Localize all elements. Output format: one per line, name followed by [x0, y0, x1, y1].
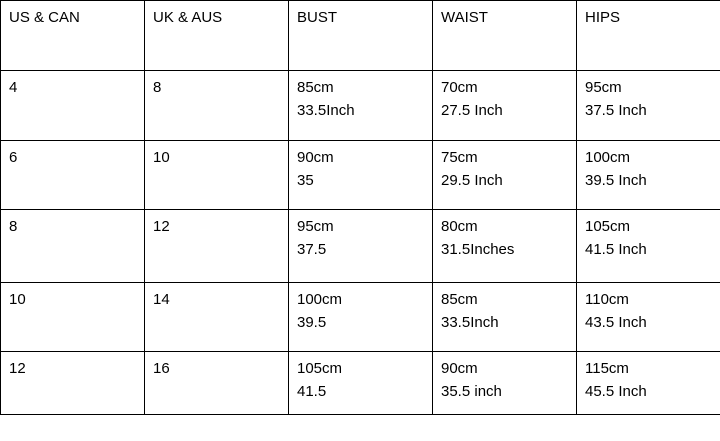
- cell-line: 41.5 Inch: [585, 241, 647, 258]
- table-cell: 95cm 37.5: [288, 209, 433, 283]
- cell-line: 90cm: [441, 360, 478, 377]
- header-row: US & CAN UK & AUS BUST WAIST HIPS: [0, 0, 720, 71]
- table-cell: 4: [0, 70, 145, 141]
- cell-line: 29.5 Inch: [441, 172, 503, 189]
- header-cell: UK & AUS: [144, 0, 289, 71]
- cell-line: 110cm: [585, 291, 629, 308]
- cell-line: 105cm: [585, 218, 631, 235]
- table-cell: 16: [144, 351, 289, 415]
- cell-line: 85cm: [441, 291, 478, 308]
- cell-line: 95cm: [297, 218, 334, 235]
- table-cell: 85cm 33.5Inch: [432, 282, 577, 352]
- header-cell: BUST: [288, 0, 433, 71]
- table-cell: 110cm 43.5 Inch: [576, 282, 720, 352]
- cell-line: 105cm: [297, 360, 343, 377]
- cell-line: 100cm: [585, 149, 631, 166]
- cell-line: 80cm: [441, 218, 478, 235]
- header-cell: WAIST: [432, 0, 577, 71]
- table-cell: 90cm 35.5 inch: [432, 351, 577, 415]
- table-cell: 115cm 45.5 Inch: [576, 351, 720, 415]
- cell-line: 95cm: [585, 79, 622, 96]
- cell-line: 31.5Inches: [441, 241, 515, 258]
- cell-line: 37.5: [297, 241, 327, 258]
- table-row: 12 16 105cm 41.5 90cm 35.5 inch 115cm 45.5 Inch: [0, 351, 720, 415]
- table-cell: 14: [144, 282, 289, 352]
- table-cell: 100cm 39.5 Inch: [576, 140, 720, 210]
- table-cell: 105cm 41.5 Inch: [576, 209, 720, 283]
- cell-line: 41.5: [297, 383, 327, 400]
- table-body: US & CAN UK & AUS BUST WAIST HIPS 4 8 85cm 33.5I…: [0, 0, 720, 415]
- table-cell: 95cm 37.5 Inch: [576, 70, 720, 141]
- table-row: 4 8 85cm 33.5Inch 70cm 27.5 Inch 95cm 37.5 Inch: [0, 70, 720, 141]
- table-row: 10 14 100cm 39.5 85cm 33.5Inch 110cm 43.5 Inch: [0, 282, 720, 352]
- cell-line: 27.5 Inch: [441, 102, 503, 119]
- table-cell: 90cm 35: [288, 140, 433, 210]
- table-cell: 8: [0, 209, 145, 283]
- cell-line: 75cm: [441, 149, 478, 166]
- cell-line: 33.5Inch: [297, 102, 355, 119]
- cell-line: 85cm: [297, 79, 334, 96]
- table-cell: 100cm 39.5: [288, 282, 433, 352]
- cell-line: 90cm: [297, 149, 334, 166]
- cell-line: 70cm: [441, 79, 478, 96]
- table-cell: 70cm 27.5 Inch: [432, 70, 577, 141]
- header-cell: US & CAN: [0, 0, 145, 71]
- table-cell: 10: [0, 282, 145, 352]
- table-cell: 8: [144, 70, 289, 141]
- table-cell: 105cm 41.5: [288, 351, 433, 415]
- table-cell: 85cm 33.5Inch: [288, 70, 433, 141]
- cell-line: 43.5 Inch: [585, 314, 647, 331]
- cell-line: 33.5Inch: [441, 314, 499, 331]
- cell-line: 35.5 inch: [441, 383, 502, 400]
- cell-line: 37.5 Inch: [585, 102, 647, 119]
- table-cell: 10: [144, 140, 289, 210]
- size-table: US & CAN UK & AUS BUST WAIST HIPS 4 8 85cm 33.5I…: [0, 0, 720, 415]
- table-cell: 12: [0, 351, 145, 415]
- cell-line: 115cm: [585, 360, 629, 377]
- cell-line: 100cm: [297, 291, 343, 308]
- header-cell: HIPS: [576, 0, 720, 71]
- cell-line: 39.5: [297, 314, 327, 331]
- table-row: 8 12 95cm 37.5 80cm 31.5Inches 105cm 41.5 Inch: [0, 209, 720, 283]
- cell-line: 35: [297, 172, 314, 189]
- table-cell: 80cm 31.5Inches: [432, 209, 577, 283]
- cell-line: 39.5 Inch: [585, 172, 647, 189]
- table-cell: 12: [144, 209, 289, 283]
- table-row: 6 10 90cm 35 75cm 29.5 Inch 100cm 39.5 Inch: [0, 140, 720, 210]
- cell-line: 45.5 Inch: [585, 383, 647, 400]
- table-cell: 6: [0, 140, 145, 210]
- table-cell: 75cm 29.5 Inch: [432, 140, 577, 210]
